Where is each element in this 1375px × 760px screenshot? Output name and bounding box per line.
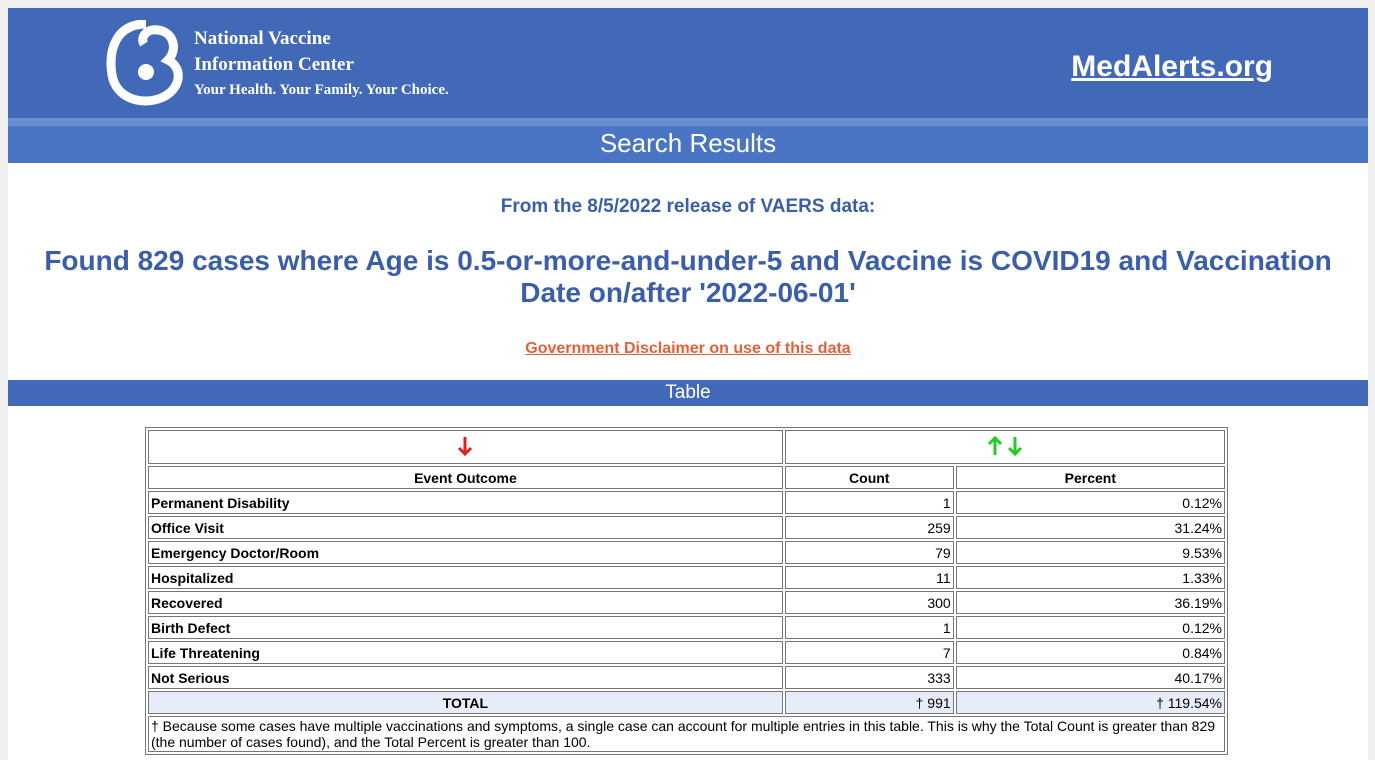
- label-cell: Hospitalized: [148, 566, 783, 589]
- tagline: Your Health. Your Family. Your Choice.: [194, 82, 449, 98]
- sort-row: [148, 430, 1225, 464]
- page: National Vaccine Information Center Your…: [8, 8, 1368, 760]
- disclaimer: Government Disclaimer on use of this dat…: [8, 340, 1368, 358]
- site-link[interactable]: MedAlerts.org: [1071, 50, 1273, 83]
- value-cell: 31.24%: [955, 516, 1225, 539]
- data-row: Life Threatening 7 0.84%: [148, 641, 1225, 664]
- value-cell: 0.12%: [955, 491, 1225, 514]
- sort-arrow[interactable]: [1007, 435, 1023, 457]
- value-cell: 40.17%: [955, 666, 1225, 689]
- data-row: Not Serious 333 40.17%: [148, 666, 1225, 689]
- label-cell: Birth Defect: [148, 616, 783, 639]
- value-cell: 0.84%: [955, 641, 1225, 664]
- sort-cell: [148, 430, 783, 464]
- data-row: Emergency Doctor/Room 79 9.53%: [148, 541, 1225, 564]
- data-row: Birth Defect 1 0.12%: [148, 616, 1225, 639]
- value-cell: 0.12%: [955, 616, 1225, 639]
- data-row: Office Visit 259 31.24%: [148, 516, 1225, 539]
- label-cell: Not Serious: [148, 666, 783, 689]
- total-cell: † 119.54%: [955, 691, 1225, 714]
- footnote: † Because some cases have multiple vacci…: [148, 716, 1225, 752]
- results-table: Event Outcome Count Percent Permanent Disa…: [145, 427, 1228, 755]
- found-text: Found 829 cases where Age is 0.5-or-more…: [44, 245, 1332, 308]
- value-cell: 79: [784, 541, 954, 564]
- value-cell: 1: [784, 616, 954, 639]
- data-row: Permanent Disability 1 0.12%: [148, 491, 1225, 514]
- logo: [106, 20, 183, 106]
- value-cell: 300: [784, 591, 954, 614]
- label-cell: Emergency Doctor/Room: [148, 541, 783, 564]
- release-text: From the 8/5/2022 release of VAERS data:: [500, 196, 876, 217]
- value-cell: 7: [784, 641, 954, 664]
- sort-cell: [784, 430, 1225, 464]
- table-bar: Table: [8, 380, 1368, 406]
- value-cell: 1: [784, 491, 954, 514]
- label-cell: Life Threatening: [148, 641, 783, 664]
- data-row: Recovered 300 36.19%: [148, 591, 1225, 614]
- total-label: TOTAL: [148, 691, 783, 714]
- data-row: Hospitalized 11 1.33%: [148, 566, 1225, 589]
- value-cell: 333: [784, 666, 954, 689]
- value-cell: 9.53%: [955, 541, 1225, 564]
- header: National Vaccine Information Center Your…: [8, 8, 1368, 118]
- total-row: TOTAL † 991 † 119.54%: [148, 691, 1225, 714]
- sort-arrow[interactable]: [457, 435, 473, 457]
- label-cell: Office Visit: [148, 516, 783, 539]
- footnote-row: † Because some cases have multiple vacci…: [148, 716, 1225, 752]
- sort-arrow[interactable]: [987, 435, 1003, 457]
- total-cell: † 991: [784, 691, 954, 714]
- column-header: Event Outcome: [148, 466, 783, 489]
- header-row: Event Outcome Count Percent: [148, 466, 1225, 489]
- section-title: Search Results: [8, 118, 1368, 163]
- column-header: Percent: [955, 466, 1225, 489]
- label-cell: Permanent Disability: [148, 491, 783, 514]
- value-cell: 11: [784, 566, 954, 589]
- value-cell: 36.19%: [955, 591, 1225, 614]
- value-cell: 1.33%: [955, 566, 1225, 589]
- disclaimer-link[interactable]: Government Disclaimer on use of this dat…: [525, 340, 851, 357]
- org-name: Information Center: [194, 54, 354, 75]
- org-name: National Vaccine: [194, 28, 331, 49]
- value-cell: 259: [784, 516, 954, 539]
- label-cell: Recovered: [148, 591, 783, 614]
- column-header: Count: [784, 466, 954, 489]
